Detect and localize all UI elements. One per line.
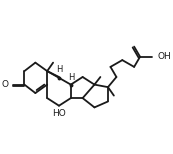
Text: H: H xyxy=(56,65,62,74)
Text: O: O xyxy=(1,80,8,89)
Text: OH: OH xyxy=(158,52,171,61)
Text: H: H xyxy=(68,73,74,82)
Text: HO: HO xyxy=(52,109,66,118)
